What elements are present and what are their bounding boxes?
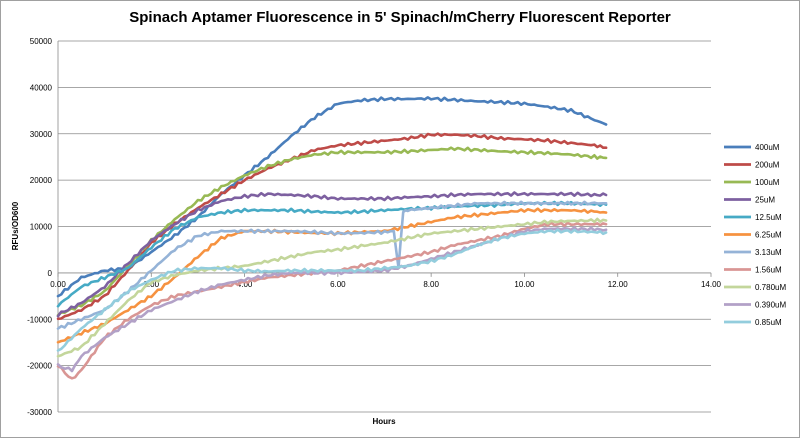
y-tick-label: -20000 bbox=[27, 362, 52, 371]
x-tick-label: 4.00 bbox=[237, 280, 253, 289]
legend-label: 200uM bbox=[755, 161, 780, 170]
series-line-0.85uM bbox=[56, 228, 608, 352]
x-tick-label: 10.00 bbox=[514, 280, 535, 289]
x-tick-label: 6.00 bbox=[330, 280, 346, 289]
series-line-400uM bbox=[56, 96, 608, 298]
legend-label: 3.13uM bbox=[755, 248, 782, 257]
y-tick-label: -10000 bbox=[27, 315, 52, 324]
y-tick-label: 20000 bbox=[30, 176, 53, 185]
y-tick-label: 40000 bbox=[30, 83, 53, 92]
y-tick-label: -30000 bbox=[27, 408, 52, 417]
y-tick-label: 0 bbox=[48, 269, 53, 278]
x-tick-label: 0.00 bbox=[50, 280, 66, 289]
legend-label: 0.85uM bbox=[755, 318, 782, 327]
y-axis-title: RFUs/OD600 bbox=[11, 201, 20, 250]
x-axis-title: Hours bbox=[372, 417, 396, 426]
legend-label: 0.780uM bbox=[755, 283, 786, 292]
series-line-200uM bbox=[56, 132, 608, 321]
x-tick-label: 8.00 bbox=[423, 280, 439, 289]
legend: 400uM 200uM 100uM 25uM 12.5uM 6.25uM 3.13uM 1.5… bbox=[724, 143, 786, 327]
y-tick-label: 10000 bbox=[30, 223, 53, 232]
legend-label: 400uM bbox=[755, 143, 780, 152]
legend-label: 6.25uM bbox=[755, 231, 782, 240]
chart-title: Spinach Aptamer Fluorescence in 5' Spina… bbox=[129, 9, 671, 26]
series-line-25uM bbox=[56, 191, 608, 318]
series-line-0.780uM bbox=[56, 217, 608, 358]
series-line-0.390uM bbox=[56, 226, 608, 373]
y-tick-label: 30000 bbox=[30, 130, 53, 139]
legend-label: 100uM bbox=[755, 178, 780, 187]
legend-label: 1.56uM bbox=[755, 266, 782, 275]
x-tick-label: 12.00 bbox=[608, 280, 629, 289]
series-lines bbox=[56, 96, 608, 380]
y-tick-label: 50000 bbox=[30, 37, 53, 46]
legend-label: 12.5uM bbox=[755, 213, 782, 222]
x-tick-label: 14.00 bbox=[701, 280, 722, 289]
legend-label: 0.390uM bbox=[755, 301, 786, 310]
series-line-3.13uM bbox=[56, 200, 608, 330]
axes: 50000 40000 30000 20000 10000 0 -10000 -20000 -3… bbox=[27, 37, 721, 417]
gridlines bbox=[58, 40, 711, 413]
legend-label: 25uM bbox=[755, 196, 775, 205]
